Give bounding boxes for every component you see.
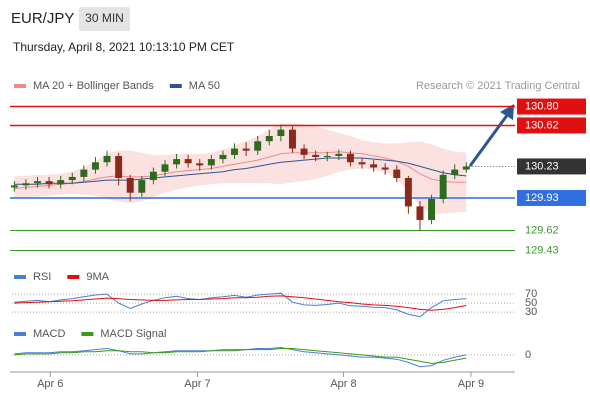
candle-body [207, 159, 215, 166]
candle-body [173, 159, 181, 165]
candle-body [404, 178, 412, 207]
candle-body [80, 169, 88, 177]
candle-body [439, 174, 447, 200]
level-box [517, 117, 586, 134]
candle-body [358, 162, 366, 165]
candle-body [242, 148, 250, 151]
level-label: 130.62 [525, 119, 559, 131]
legend-label: MACD Signal [100, 328, 166, 340]
candle-body [300, 148, 308, 155]
candle-body [254, 141, 262, 151]
candle-body [462, 166, 470, 170]
legend-label: MA 20 + Bollinger Bands [33, 80, 154, 92]
legend-swatch [14, 84, 26, 88]
candle-body [57, 180, 65, 185]
candle-body [219, 154, 227, 160]
level-label: 129.62 [525, 224, 559, 236]
candle-body [68, 176, 76, 181]
bollinger-band [14, 123, 467, 214]
candle-body [288, 129, 296, 149]
candle-body [416, 206, 424, 221]
legend-label: 9MA [86, 271, 109, 283]
candle-body [126, 178, 134, 193]
candle-body [138, 180, 146, 193]
x-tick-label: Apr 8 [330, 378, 356, 390]
timeframe-button[interactable] [79, 7, 130, 31]
candle-body [393, 169, 401, 178]
series-line [14, 151, 467, 189]
legend-label: MA 50 [189, 80, 220, 92]
level-label: 130.80 [525, 100, 559, 112]
series-line [14, 157, 467, 185]
candle-body [10, 185, 18, 188]
series-line [14, 292, 467, 318]
level-label: 129.93 [525, 192, 559, 204]
candle-body [91, 162, 99, 170]
candle-body [346, 153, 354, 163]
level-box [517, 98, 586, 115]
timeframe-label[interactable]: 30 MIN [85, 11, 124, 25]
candle-body [277, 129, 285, 136]
source: Research © 2021 Trading Central [416, 80, 580, 92]
legend-swatch [81, 332, 94, 336]
candle-body [323, 155, 331, 157]
y-tick-label: 50 [525, 297, 537, 309]
candle-body [45, 181, 53, 185]
x-tick-label: Apr 7 [184, 378, 210, 390]
candle-body [312, 154, 320, 157]
candle-body [115, 155, 123, 178]
arrow-head [500, 104, 514, 120]
y-tick-label: 70 [525, 288, 537, 300]
x-tick-label: Apr 9 [458, 378, 484, 390]
candle-body [103, 155, 111, 163]
candle-body [149, 171, 157, 181]
candle-body [381, 167, 389, 170]
legend-label: RSI [33, 271, 51, 283]
candle-body [428, 199, 436, 221]
level-label: 129.43 [525, 244, 559, 256]
candle-body [335, 153, 343, 156]
x-tick-label: Apr 6 [37, 378, 63, 390]
datetime: Thursday, April 8, 2021 10:13:10 PM CET [13, 40, 235, 54]
legend-label: MACD [33, 328, 65, 340]
candle-body [196, 163, 204, 166]
legend-swatch [14, 332, 26, 336]
candle-body [34, 181, 41, 184]
y-tick-label: 30 [525, 306, 537, 318]
y-tick-label: 0 [525, 349, 531, 361]
legend-swatch [67, 275, 80, 279]
candle-body [265, 135, 273, 142]
level-box [517, 158, 586, 175]
series-line [14, 295, 467, 311]
level-label: 130.23 [525, 160, 559, 172]
candle-body [231, 148, 239, 155]
symbol: EUR/JPY [11, 10, 74, 27]
candle-body [184, 159, 192, 164]
candle-body [22, 183, 30, 186]
candle-body [451, 169, 459, 175]
level-box [517, 189, 586, 206]
series-line [14, 348, 467, 365]
series-line [14, 346, 467, 368]
legend-swatch [14, 275, 26, 279]
candle-body [161, 164, 169, 172]
candle-body [370, 164, 378, 168]
forecast-arrow [468, 113, 510, 167]
legend-swatch [169, 84, 182, 88]
